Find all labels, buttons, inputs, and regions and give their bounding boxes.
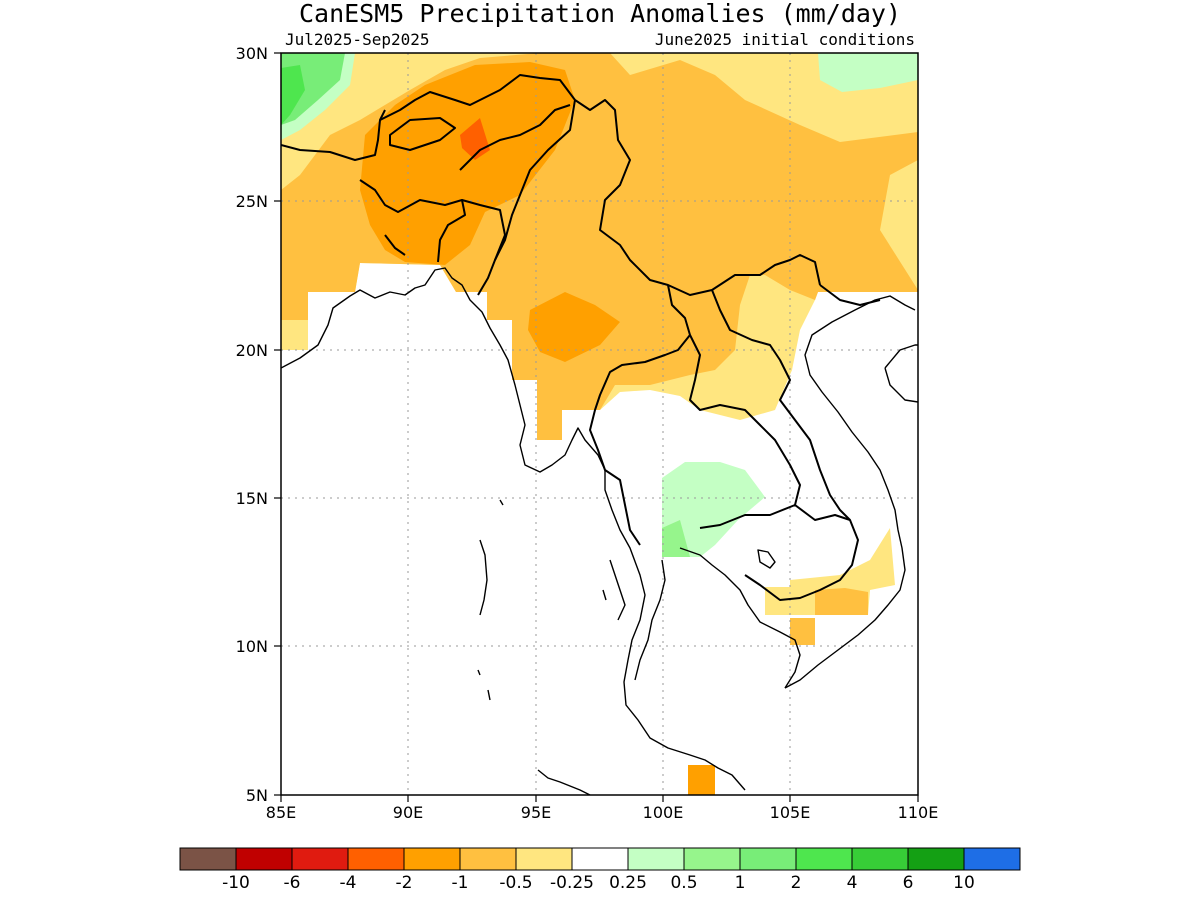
gridlines: [281, 53, 918, 795]
lon-label-105e: 105E: [770, 803, 811, 822]
political-borders: [281, 74, 881, 601]
border-thailand-laos: [689, 334, 801, 506]
colorbar-swatch: [403, 847, 461, 871]
lon-label-90e: 90E: [393, 803, 423, 822]
coastline-andaman-islands: [477, 499, 504, 701]
border-bhutan: [389, 117, 456, 151]
coastline-tonle-sap: [757, 549, 776, 569]
anomaly-region-green-thailand: [662, 520, 690, 557]
colorbar-label: -10: [222, 873, 250, 893]
coastline-hainan: [884, 344, 918, 403]
colorbar-swatch: [851, 847, 909, 871]
border-cambodia: [699, 504, 859, 601]
colorbar-swatch: [795, 847, 853, 871]
border-nepal-india: [281, 109, 386, 161]
anomaly-region-light-green-south-china: [818, 53, 918, 92]
colorbar-label: 10: [953, 873, 975, 893]
lat-label-5n: 5N: [246, 786, 268, 805]
anomaly-region-dark-orange-myanmar: [528, 292, 620, 362]
border-bangladesh: [359, 179, 466, 263]
coastline-sumatra: [537, 769, 591, 795]
lat-label-20n: 20N: [236, 341, 268, 360]
forecast-period: Jul2025-Sep2025: [285, 30, 430, 49]
initial-conditions: June2025 initial conditions: [655, 30, 915, 49]
border-laos: [711, 289, 851, 521]
border-myanmar-thailand: [589, 284, 691, 546]
border-northeast-india: [459, 104, 571, 296]
colorbar-label: 4: [847, 873, 858, 893]
colorbar-label: -4: [340, 873, 357, 893]
colorbar-swatch: [515, 847, 573, 871]
colorbar-swatch: [235, 847, 293, 871]
colorbar-swatch: [571, 847, 629, 871]
lat-label-25n: 25N: [236, 192, 268, 211]
lon-label-85e: 85E: [266, 803, 296, 822]
colorbar-swatch: [963, 847, 1021, 871]
colorbar-swatch: [627, 847, 685, 871]
lat-label-10n: 10N: [236, 637, 268, 656]
anomaly-region-medium-orange-south: [790, 588, 868, 645]
anomaly-region-light-green-thailand: [662, 462, 765, 557]
colorbar-label: -1: [452, 873, 469, 893]
anomaly-region-bright-green-nw: [281, 65, 305, 125]
axis-ticks: [274, 52, 919, 802]
coastline-mergui: [602, 559, 626, 621]
colorbar-label: 0.5: [670, 873, 697, 893]
colorbar-swatch: [739, 847, 797, 871]
border-vietnam-china: [819, 284, 881, 306]
lon-label-110e: 110E: [898, 803, 939, 822]
map-panel: [281, 53, 918, 795]
colorbar-swatch: [907, 847, 965, 871]
colorbar-label: 6: [903, 873, 914, 893]
colorbar-label: -0.25: [550, 873, 594, 893]
coastline-vietnam: [784, 295, 916, 689]
anomaly-region-dark-orange-malaysia: [688, 765, 715, 795]
colorbar-label: -0.5: [499, 873, 532, 893]
colorbar: -10 -6 -4 -2 -1 -0.5 -0.25 0.25 0.5 1 2 4 6 10: [179, 847, 1021, 893]
colorbar-label: 1: [735, 873, 746, 893]
colorbar-swatch: [179, 847, 237, 871]
coastlines: [281, 267, 918, 795]
colorbar-swatch: [459, 847, 517, 871]
lon-label-95e: 95E: [521, 803, 551, 822]
colorbar-label: 2: [791, 873, 802, 893]
map-frame: [280, 52, 919, 796]
colorbar-swatch: [683, 847, 741, 871]
colorbar-swatch: [347, 847, 405, 871]
coastline-mainland-west: [281, 267, 746, 791]
colorbar-label: -6: [284, 873, 301, 893]
colorbar-swatch: [291, 847, 349, 871]
colorbar-label: -2: [396, 873, 413, 893]
border-india-myanmar: [494, 99, 576, 261]
colorbar-label: 0.25: [609, 873, 647, 893]
lat-label-30n: 30N: [236, 44, 268, 63]
coastline-gulf-thailand: [634, 547, 801, 689]
lat-label-15n: 15N: [236, 489, 268, 508]
map-title: CanESM5 Precipitation Anomalies (mm/day): [299, 0, 901, 28]
border-china-north: [379, 74, 821, 296]
lon-label-100e: 100E: [643, 803, 684, 822]
